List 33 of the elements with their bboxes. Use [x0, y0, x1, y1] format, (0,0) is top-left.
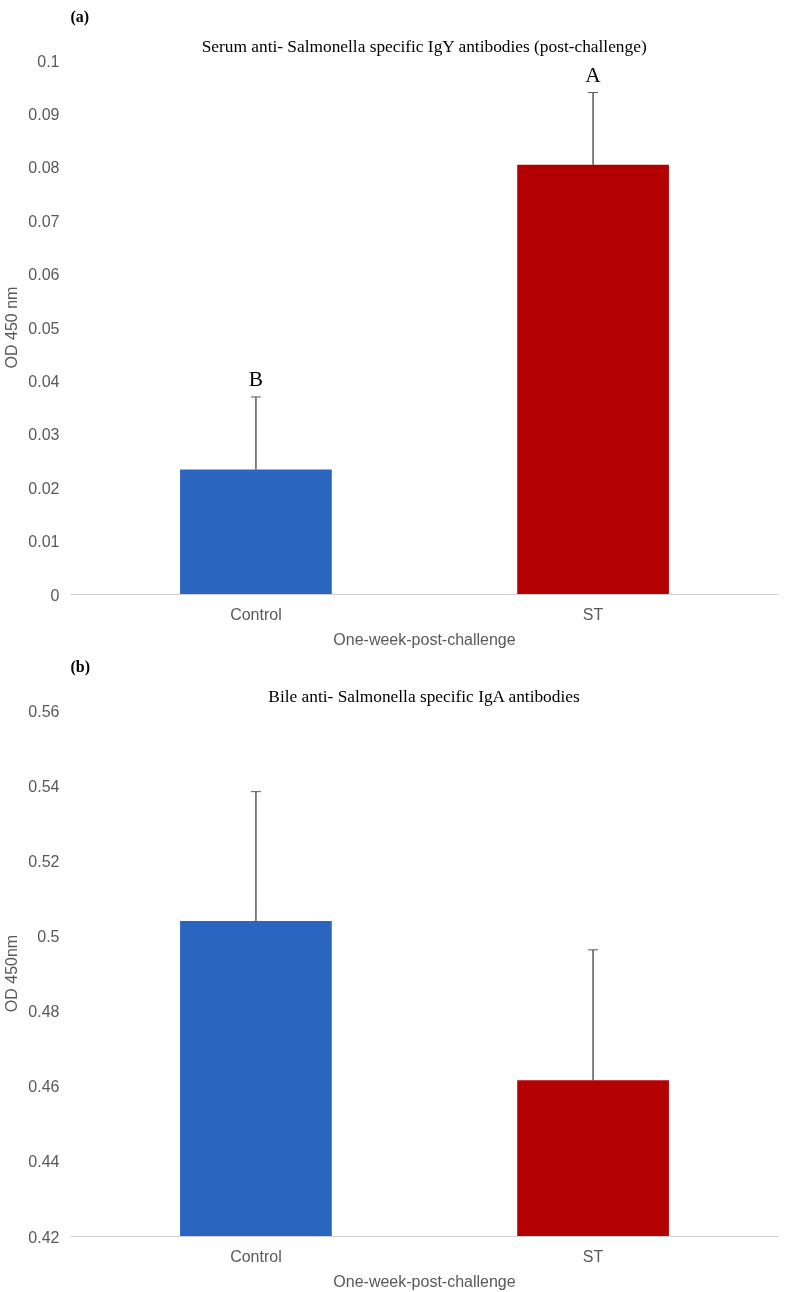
- chart-title: Serum anti- Salmonella specific IgY antibodies (post-challenge): [201, 36, 647, 56]
- y-tick-label: 0.5: [37, 927, 60, 945]
- x-axis-title: One-week-post-challenge: [333, 630, 516, 648]
- y-tick-label: 0.06: [28, 266, 60, 284]
- y-tick-label: 0.09: [28, 105, 60, 123]
- y-tick-label: 0.05: [28, 319, 60, 337]
- y-tick-label: 0: [50, 586, 60, 604]
- x-axis-title: One-week-post-challenge: [333, 1272, 516, 1290]
- y-tick-label: 0.48: [28, 1003, 60, 1021]
- chart-title: Bile anti- Salmonella specific IgA antibodies: [268, 686, 580, 706]
- y-axis-title: OD 450nm: [3, 934, 21, 1013]
- y-tick-label: 0.44: [28, 1153, 60, 1171]
- y-tick-label: 0.07: [28, 212, 60, 230]
- y-tick-label: 0.46: [28, 1078, 60, 1096]
- y-tick-label: 0.02: [28, 479, 60, 497]
- annotation: B: [248, 366, 264, 391]
- y-tick-label: 0.54: [28, 777, 60, 795]
- y-tick-label: 0.56: [28, 702, 60, 720]
- text: (b): [70, 657, 91, 676]
- y-tick-label: 0.08: [28, 159, 60, 177]
- y-tick-label: 0.1: [37, 52, 60, 70]
- y-tick-label: 0.04: [28, 372, 60, 390]
- annotation: A: [585, 62, 602, 87]
- x-tick-label: ST: [582, 1247, 604, 1265]
- y-tick-label: 0.03: [28, 426, 60, 444]
- y-tick-label: 0.42: [28, 1228, 60, 1246]
- y-axis-title: OD 450 nm: [3, 286, 21, 369]
- y-tick-label: 0.01: [28, 533, 60, 551]
- text: (a): [70, 7, 90, 26]
- x-tick-label: ST: [582, 605, 604, 623]
- x-tick-label: Control: [230, 1247, 282, 1265]
- y-tick-label: 0.52: [28, 852, 60, 870]
- x-tick-label: Control: [230, 605, 282, 623]
